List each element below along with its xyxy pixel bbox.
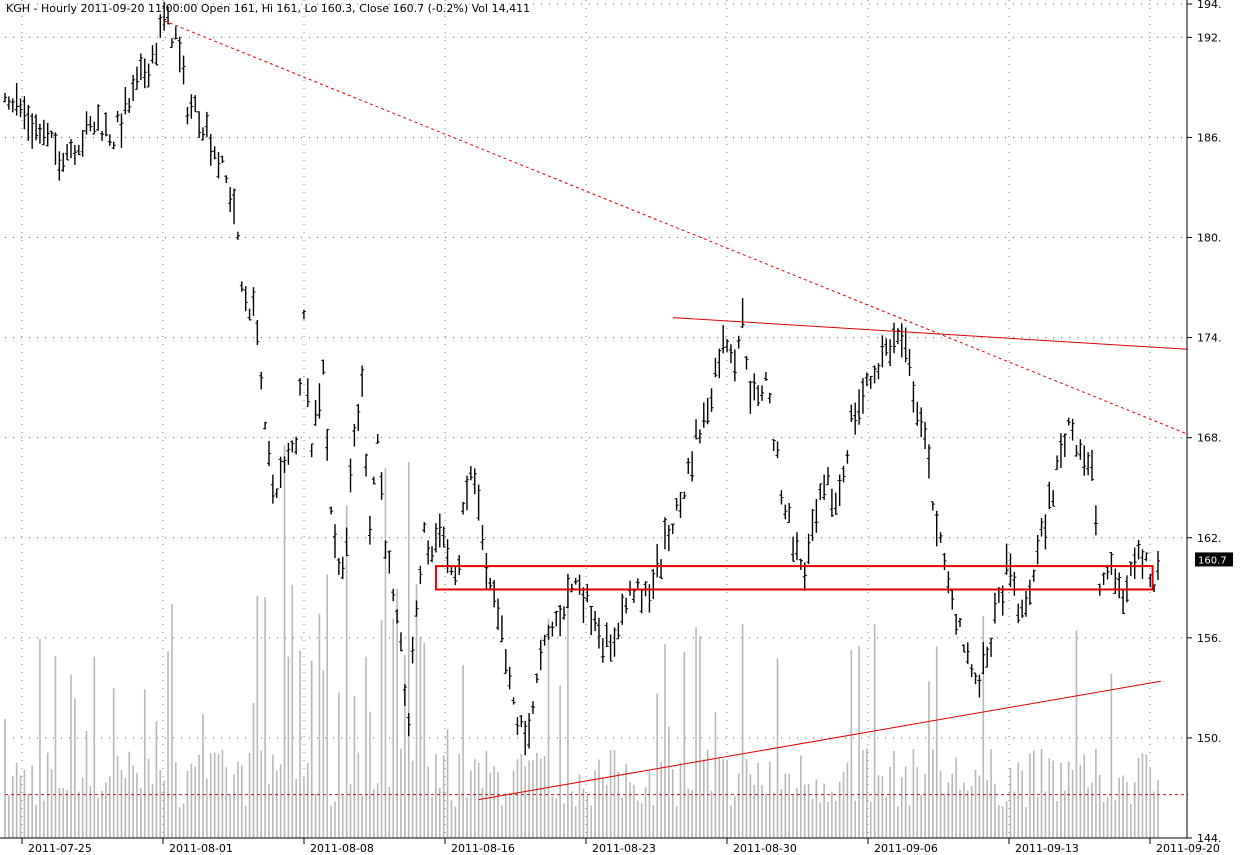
price-tick-label: 144. bbox=[1197, 832, 1222, 845]
date-tick-label: 2011-09-06 bbox=[874, 842, 938, 855]
price-tick-label: 168. bbox=[1197, 432, 1222, 445]
price-tick-label: 186. bbox=[1197, 131, 1222, 144]
solid-trendline bbox=[478, 680, 1161, 801]
date-tick-label: 2011-08-23 bbox=[592, 842, 656, 855]
price-tick-label: 180. bbox=[1197, 232, 1222, 245]
date-tick-label: 2011-09-13 bbox=[1015, 842, 1079, 855]
date-tick-label: 2011-08-16 bbox=[451, 842, 515, 855]
date-tick-label: 2011-07-25 bbox=[28, 842, 92, 855]
date-tick-label: 2011-08-01 bbox=[169, 842, 233, 855]
price-tick-label: 174. bbox=[1197, 332, 1222, 345]
price-tick-label: 150. bbox=[1197, 732, 1222, 745]
trendline-layer bbox=[5, 20, 1189, 801]
support-zone-box bbox=[434, 565, 1154, 591]
last-price-box bbox=[1195, 552, 1233, 567]
last-price-badge: 160.7 bbox=[1195, 552, 1233, 567]
chart-title: KGH - Hourly 2011-09-20 11:00:00 Open 16… bbox=[6, 2, 530, 15]
price-layer bbox=[3, 1, 1160, 756]
date-tick-label: 2011-08-08 bbox=[310, 842, 374, 855]
solid-trendline bbox=[672, 317, 1189, 350]
dashed-trendline bbox=[163, 20, 1189, 435]
date-tick-label: 2011-09-20 bbox=[1156, 842, 1220, 855]
price-tick-label: 194. bbox=[1197, 0, 1222, 11]
price-tick-label: 162. bbox=[1197, 532, 1222, 545]
price-tick-label: 156. bbox=[1197, 632, 1222, 645]
date-tick-label: 2011-08-30 bbox=[733, 842, 797, 855]
last-price-label: 160.7 bbox=[1198, 555, 1227, 566]
price-tick-label: 192. bbox=[1197, 31, 1222, 44]
